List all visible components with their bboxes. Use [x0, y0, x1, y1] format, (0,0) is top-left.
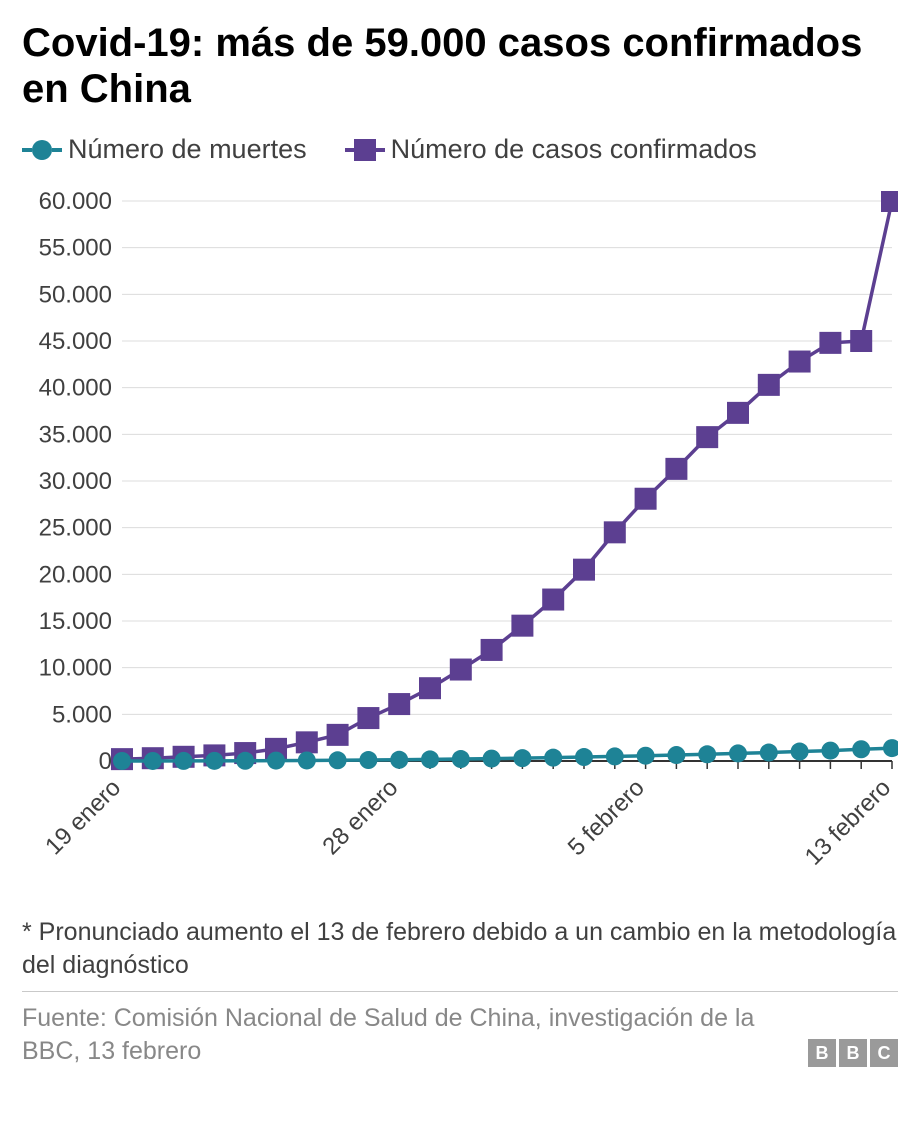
- svg-text:15.000: 15.000: [39, 608, 112, 635]
- svg-text:50.000: 50.000: [39, 281, 112, 308]
- chart-title: Covid-19: más de 59.000 casos confirmado…: [22, 20, 898, 112]
- legend-item-cases: Número de casos confirmados: [345, 134, 757, 165]
- svg-text:0: 0: [99, 748, 112, 775]
- bbc-logo-block: C: [870, 1039, 898, 1067]
- svg-text:10.000: 10.000: [39, 655, 112, 682]
- chart-area: 0 5.000 10.000 15.000 20.000 25.000 30.000 35.0…: [22, 191, 898, 896]
- footnote: * Pronunciado aumento el 13 de febrero d…: [22, 916, 898, 981]
- chart-svg: 0 5.000 10.000 15.000 20.000 25.000 30.000 35.0…: [22, 191, 898, 891]
- legend-marker-cases: [345, 139, 385, 161]
- legend: Número de muertes Número de casos confir…: [22, 134, 898, 165]
- legend-marker-deaths: [22, 140, 62, 160]
- svg-text:25.000: 25.000: [39, 515, 112, 542]
- bbc-logo: BBC: [808, 1039, 898, 1067]
- divider: [22, 991, 898, 992]
- footer: Fuente: Comisión Nacional de Salud de Ch…: [22, 1002, 898, 1067]
- svg-text:55.000: 55.000: [39, 235, 112, 262]
- legend-item-deaths: Número de muertes: [22, 134, 307, 165]
- svg-text:45.000: 45.000: [39, 328, 112, 355]
- legend-label-cases: Número de casos confirmados: [391, 134, 757, 165]
- svg-text:20.000: 20.000: [39, 561, 112, 588]
- svg-text:30.000: 30.000: [39, 468, 112, 495]
- svg-text:60.000: 60.000: [39, 191, 112, 215]
- legend-label-deaths: Número de muertes: [68, 134, 307, 165]
- source-text: Fuente: Comisión Nacional de Salud de Ch…: [22, 1002, 788, 1067]
- svg-text:40.000: 40.000: [39, 375, 112, 402]
- svg-text:35.000: 35.000: [39, 421, 112, 448]
- bbc-logo-block: B: [839, 1039, 867, 1067]
- bbc-logo-block: B: [808, 1039, 836, 1067]
- svg-text:5.000: 5.000: [52, 701, 112, 728]
